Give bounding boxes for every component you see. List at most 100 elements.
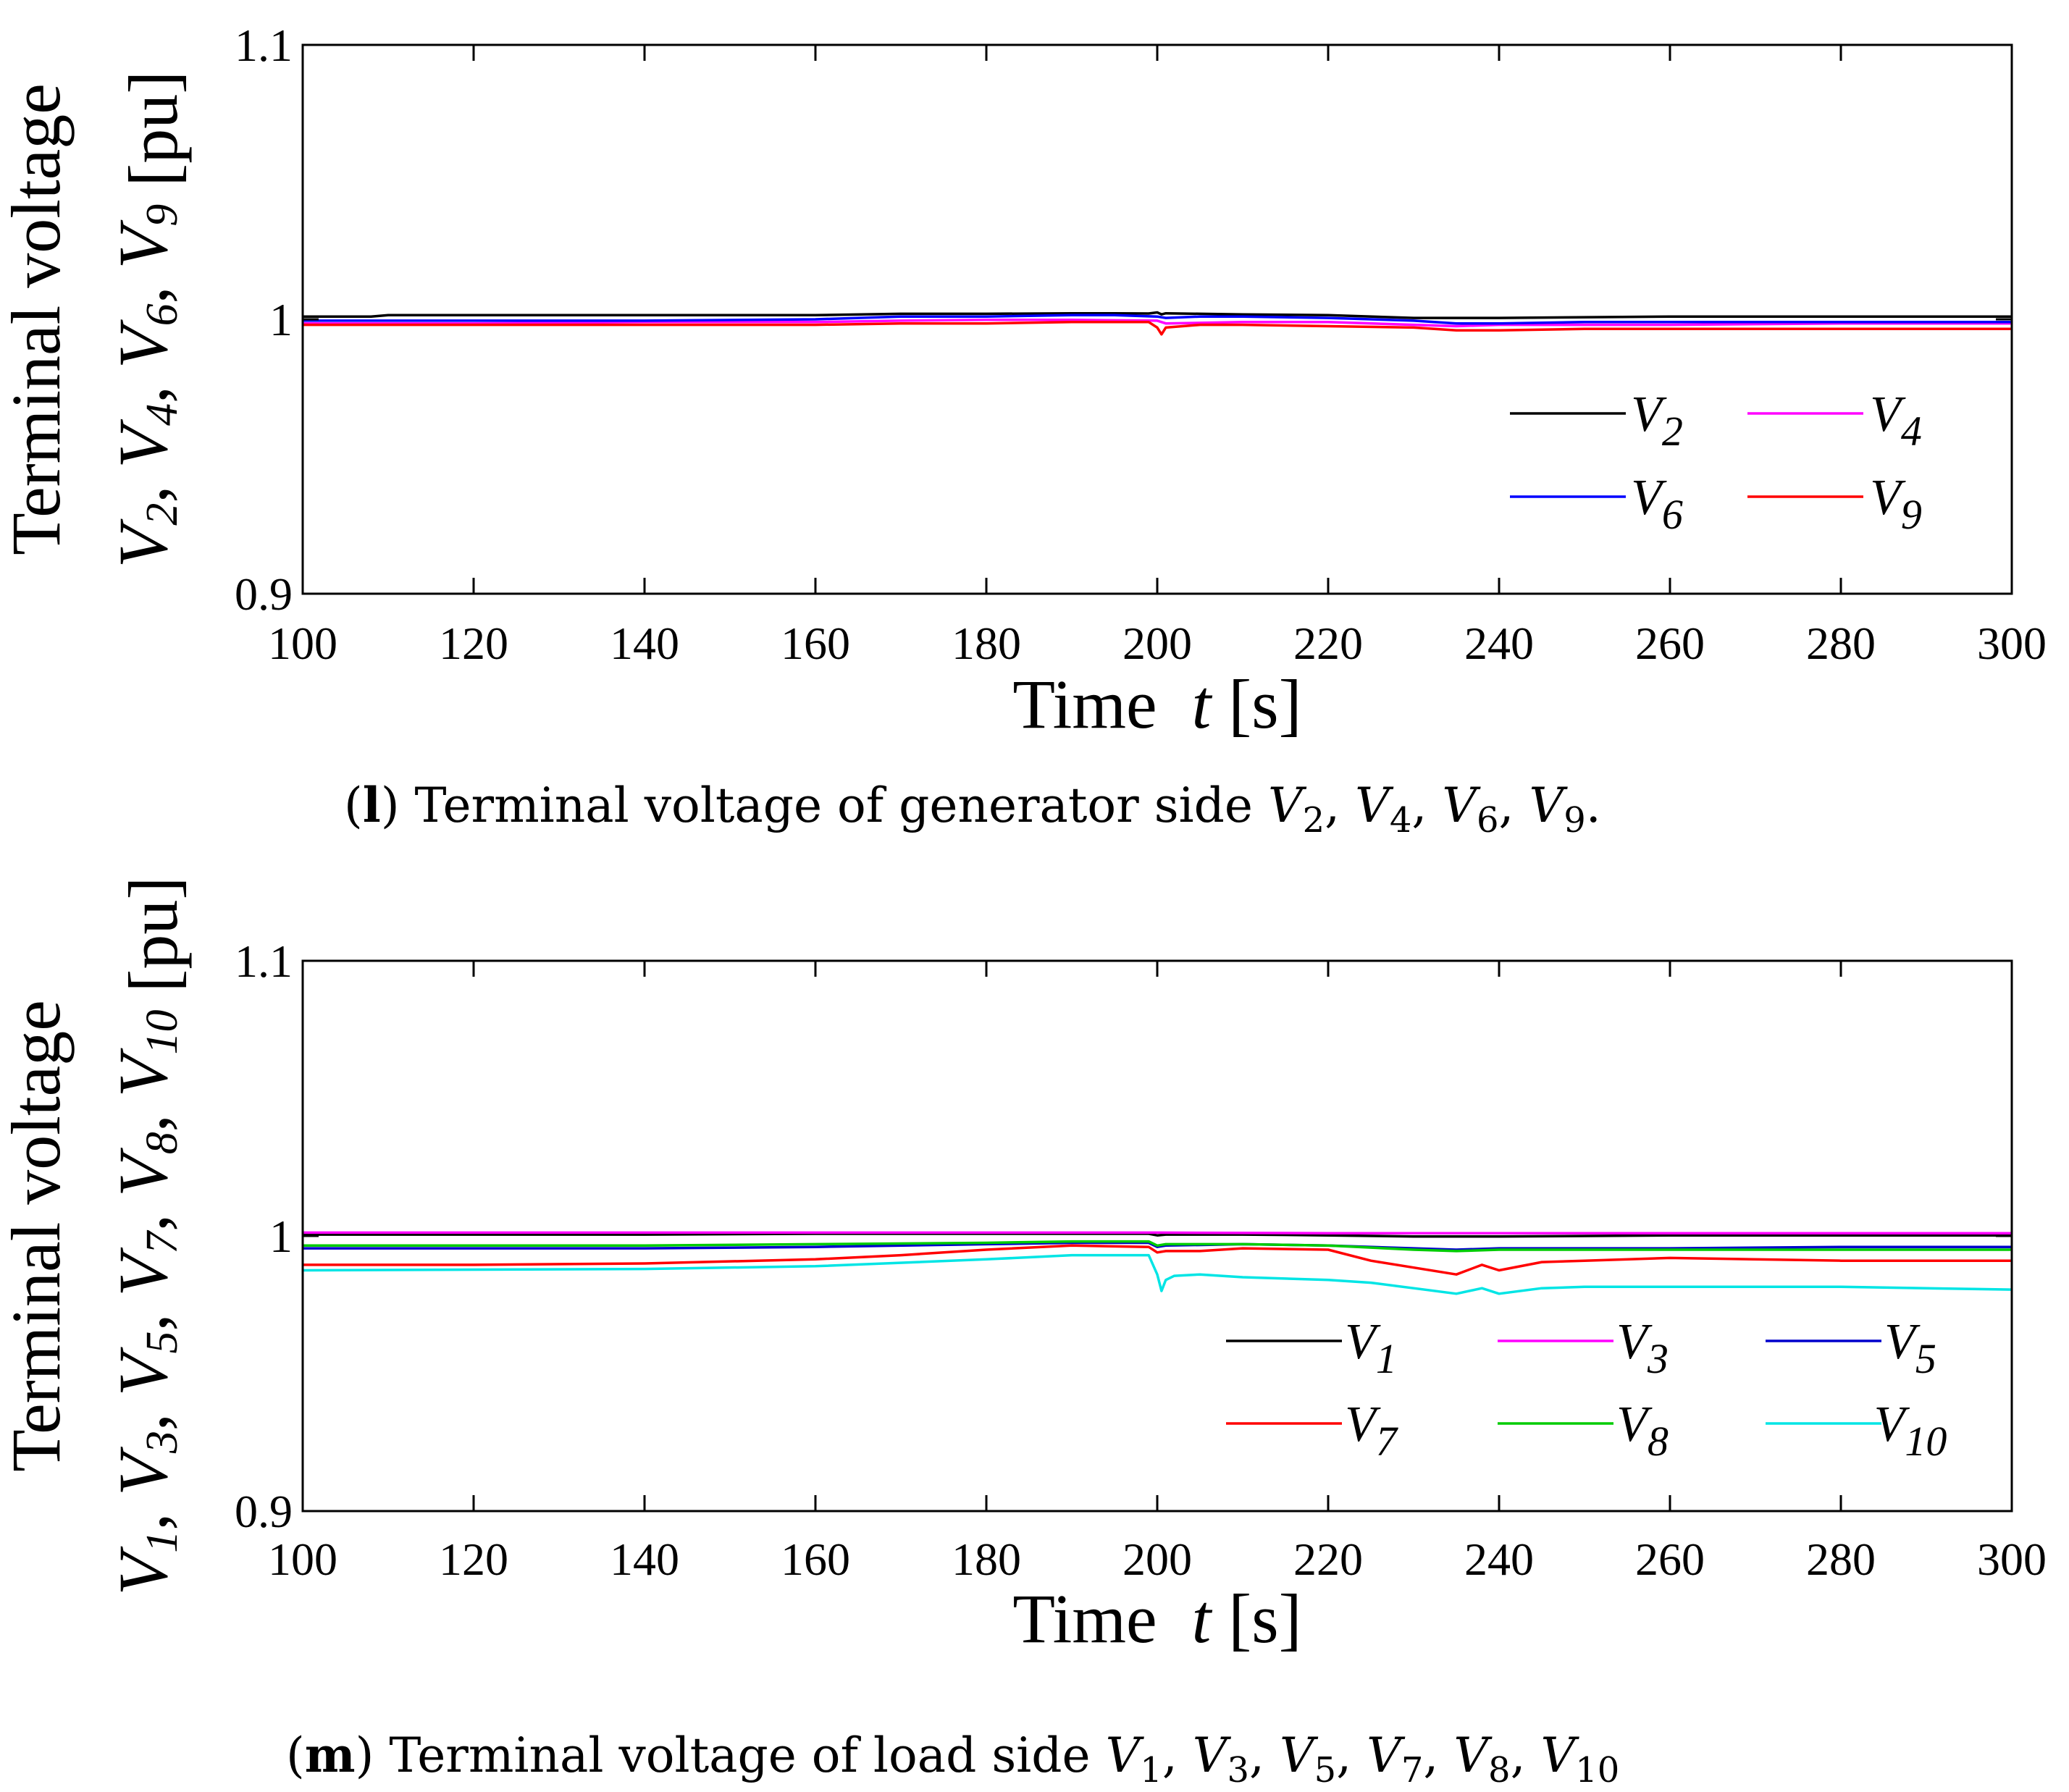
legend-label-sub: 8	[1648, 1418, 1669, 1465]
y-axis-var: V	[104, 419, 182, 468]
series-group	[303, 1231, 2012, 1295]
legend-label-var: V	[1631, 387, 1667, 442]
y-axis-var: V	[104, 1546, 182, 1595]
y-axis-var: V	[104, 1347, 182, 1396]
x-tick-label: 260	[1635, 1534, 1705, 1585]
legend-label-var: V	[1874, 1397, 1910, 1452]
y-axis-var-sub: 5	[138, 1331, 187, 1353]
caption-sep: ,	[1249, 1728, 1280, 1783]
legend-label-sub: 1	[1376, 1335, 1397, 1382]
caption-sep: .	[1586, 778, 1601, 833]
caption-var-sub: 1	[1140, 1750, 1162, 1791]
caption-sep: ,	[1336, 1728, 1367, 1783]
series-line-v6	[303, 314, 2012, 325]
legend-label-v1: V1	[1345, 1314, 1397, 1382]
series-line-v9	[303, 321, 2012, 336]
figure-caption: (l) Terminal voltage of generator side V…	[344, 777, 1601, 841]
caption-sep: ,	[1325, 778, 1355, 833]
x-tick-label: 160	[781, 1534, 850, 1585]
caption-var: V	[1355, 778, 1394, 833]
caption-var-sub: 3	[1227, 1750, 1249, 1791]
x-axis-label-unit: [s]	[1211, 1580, 1301, 1657]
y-axis-var-sub: 8	[138, 1132, 187, 1154]
y-axis-var-sub: 2	[138, 503, 187, 526]
caption-label: l	[363, 777, 381, 833]
caption-sep: ,	[1423, 1728, 1453, 1783]
legend-label-var: V	[1631, 470, 1667, 526]
x-axis-label: Time t [s]	[1012, 1580, 1301, 1657]
x-tick-label: 280	[1806, 1534, 1876, 1585]
x-tick-label: 120	[439, 618, 508, 669]
caption-var-sub: 6	[1477, 800, 1499, 841]
caption-var-sub: 5	[1314, 1750, 1337, 1791]
y-tick-label: 1.1	[235, 20, 293, 71]
legend-label-var: V	[1616, 1397, 1653, 1452]
y-tick-label: 0.9	[235, 568, 293, 620]
caption-text: ) Terminal voltage of generator side	[381, 778, 1268, 833]
y-axis-var: V	[104, 1148, 182, 1197]
y-axis-var-sub: 7	[138, 1229, 187, 1254]
y-axis-var-sub: 4	[138, 403, 187, 426]
x-tick-label: 100	[268, 1534, 337, 1585]
caption-var-sub: 9	[1564, 800, 1586, 841]
legend-label-var: V	[1870, 387, 1906, 442]
legend-label-sub: 6	[1662, 491, 1683, 538]
y-axis-var: V	[104, 219, 182, 269]
y-axis-unit: [pu]	[114, 71, 192, 204]
caption-var-sub: 8	[1488, 1750, 1511, 1791]
legend-label-sub: 2	[1662, 408, 1683, 455]
x-axis-label-var: t	[1192, 665, 1213, 743]
series-line-v7	[303, 1244, 2012, 1276]
legend-label-var: V	[1345, 1314, 1381, 1370]
y-axis-label-line2: V1, V3, V5, V7, V8, V10 [pu]	[104, 877, 192, 1596]
x-axis-label: Time t [s]	[1012, 665, 1301, 743]
y-axis-label-line2: V2, V4, V6, V9 [pu]	[104, 71, 192, 568]
legend-label-var: V	[1616, 1314, 1653, 1370]
y-axis-sep: ,	[104, 1097, 182, 1132]
caption-sep: ,	[1499, 778, 1529, 833]
y-axis-var: V	[104, 1048, 182, 1097]
caption-var-sub: 10	[1575, 1750, 1619, 1791]
caption-var: V	[1106, 1728, 1145, 1783]
y-axis-var: V	[104, 319, 182, 369]
y-axis-sep: ,	[104, 1396, 182, 1431]
y-axis-sep: ,	[104, 1296, 182, 1331]
caption-var: V	[1453, 1728, 1493, 1783]
x-axis-label-main: Time	[1012, 1580, 1191, 1657]
series-line-v8	[303, 1240, 2012, 1253]
caption-var-sub: 7	[1401, 1750, 1424, 1791]
y-axis-sep: ,	[104, 369, 182, 403]
y-axis-sep: ,	[104, 1197, 182, 1232]
legend-label-v7: V7	[1345, 1397, 1398, 1465]
series-line-v3	[303, 1231, 2012, 1234]
figure-caption: (m) Terminal voltage of load side V1, V3…	[286, 1727, 1619, 1791]
caption-var: V	[1268, 778, 1307, 833]
x-axis-label-var: t	[1192, 1580, 1213, 1657]
caption-var: V	[1193, 1728, 1232, 1783]
y-axis-sep: ,	[104, 1496, 182, 1531]
y-tick-label: 1	[269, 1211, 293, 1262]
x-tick-label: 300	[1977, 618, 2047, 669]
y-axis-sep: ,	[104, 269, 182, 303]
series-group	[303, 311, 2012, 336]
x-tick-label: 140	[610, 618, 679, 669]
plot-frame	[301, 43, 2013, 595]
x-tick-label: 120	[439, 1534, 508, 1585]
caption-var: V	[1367, 1728, 1406, 1783]
legend-label-v8: V8	[1616, 1397, 1669, 1465]
legend-label-sub: 4	[1901, 408, 1922, 455]
x-axis-label-main: Time	[1012, 665, 1191, 743]
legend-label-v2: V2	[1631, 387, 1683, 455]
caption-var-sub: 2	[1303, 800, 1325, 841]
x-tick-label: 100	[268, 618, 337, 669]
series-line-v4	[303, 319, 2012, 328]
caption-label: m	[305, 1727, 356, 1783]
y-axis-label-line1: Terminal voltage	[0, 83, 75, 555]
legend-label-var: V	[1884, 1314, 1921, 1370]
legend-label-sub: 5	[1915, 1335, 1936, 1382]
x-tick-label: 240	[1464, 618, 1534, 669]
x-tick-label: 280	[1806, 618, 1876, 669]
y-axis-var-sub: 3	[138, 1431, 187, 1454]
caption-var: V	[1442, 778, 1481, 833]
